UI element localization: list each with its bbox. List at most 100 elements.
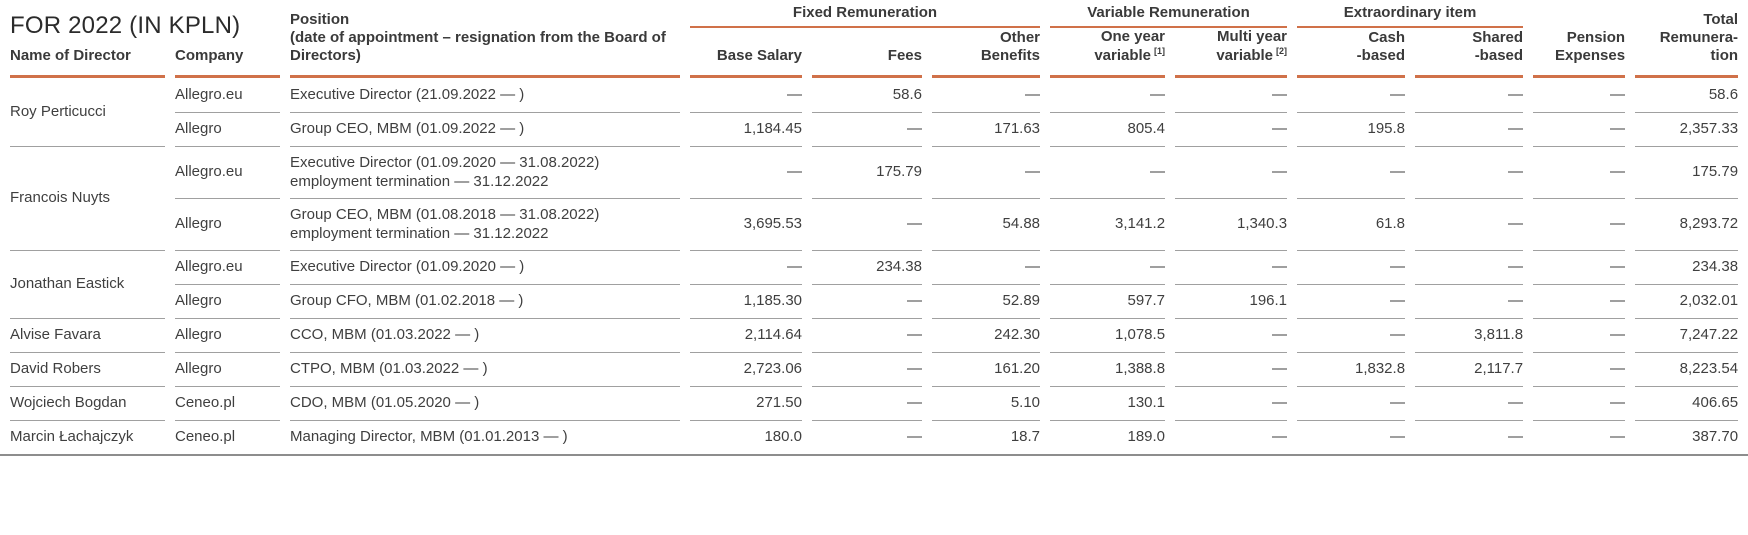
value-cell: — — [1297, 283, 1406, 318]
value-cell: 805.4 — [1050, 111, 1166, 146]
table-row: Alvise Favara Allegro CCO, MBM (01.03.2022… — [10, 317, 1739, 352]
value-cell: 189.0 — [1050, 419, 1166, 454]
value-cell: — — [812, 197, 922, 250]
value-cell: — — [1150, 85, 1166, 103]
value-cell: 5.10 — [932, 385, 1041, 420]
value-cell: 1,832.8 — [1297, 351, 1406, 386]
group-header-row: Name of Director Company Position (date … — [10, 0, 1739, 78]
footnote-ref-2: [2] — [1276, 46, 1288, 57]
position-cell: CTPO, MBM (01.03.2022 — ) — [290, 351, 680, 386]
value-cell: — — [1533, 249, 1626, 284]
director-name-cell: Francois Nuyts — [10, 145, 165, 250]
table-row: Allegro Group CEO, MBM (01.09.2022 — ) 1,1… — [10, 111, 1739, 146]
value-cell: — — [1415, 197, 1524, 250]
value-cell: 54.88 — [932, 197, 1041, 250]
value-cell: 1,078.5 — [1050, 317, 1166, 352]
value-cell: — — [690, 145, 802, 198]
column-header-pension-expenses: Pension Expenses — [1533, 0, 1626, 78]
position-cell: Executive Director (01.09.2020 — 31.08.2… — [290, 145, 680, 198]
value-cell: 1,185.30 — [690, 283, 802, 318]
value-cell: — — [812, 283, 922, 318]
column-header-fees: Fees — [812, 28, 922, 78]
value-cell: — — [1175, 145, 1288, 198]
table-row: Allegro Group CEO, MBM (01.08.2018 — 31.0… — [10, 197, 1739, 250]
value-cell: — — [1272, 85, 1288, 103]
value-cell: — — [787, 85, 802, 103]
table-row: Allegro Group CFO, MBM (01.02.2018 — ) 1,1… — [10, 283, 1739, 318]
value-cell: 58.6 — [1708, 85, 1739, 103]
column-header-label: Multi year variable — [1216, 28, 1288, 65]
value-cell: — — [1533, 283, 1626, 318]
value-cell: 234.38 — [812, 249, 922, 284]
value-cell: — — [1533, 317, 1626, 352]
column-header-label: One year variable — [1094, 28, 1166, 65]
value-cell: 387.70 — [1635, 419, 1739, 454]
value-cell: — — [1610, 85, 1626, 103]
value-cell: — — [1390, 85, 1406, 103]
position-cell: Managing Director, MBM (01.01.2013 — ) — [290, 419, 680, 454]
value-cell: — — [1533, 111, 1626, 146]
column-header-cash-based: Cash -based — [1297, 28, 1406, 78]
value-cell: 1,340.3 — [1175, 197, 1288, 250]
value-cell: — — [1175, 317, 1288, 352]
value-cell: 58.6 — [892, 85, 922, 103]
value-cell: 597.7 — [1050, 283, 1166, 318]
value-cell: — — [812, 419, 922, 454]
remuneration-table: Name of Director Company Position (date … — [10, 0, 1739, 454]
director-name-cell: Roy Perticucci — [10, 102, 106, 120]
column-header-name: Name of Director — [10, 0, 165, 78]
value-cell: — — [1025, 85, 1041, 103]
value-cell: 2,032.01 — [1635, 283, 1739, 318]
value-cell: — — [812, 351, 922, 386]
company-cell: Allegro — [175, 351, 280, 386]
value-cell: — — [1533, 351, 1626, 386]
value-cell: — — [1415, 111, 1524, 146]
value-cell: — — [1297, 385, 1406, 420]
column-header-one-year-variable: One year variable [1] — [1050, 28, 1166, 78]
group-header-variable-remuneration: Variable Remuneration — [1050, 0, 1288, 28]
value-cell: — — [1415, 145, 1524, 198]
value-cell: — — [1508, 85, 1524, 103]
value-cell: 2,357.33 — [1635, 111, 1739, 146]
value-cell: 175.79 — [1635, 145, 1739, 198]
value-cell: — — [1050, 145, 1166, 198]
value-cell: 2,114.64 — [690, 317, 802, 352]
company-cell: Ceneo.pl — [175, 419, 280, 454]
value-cell: — — [1533, 419, 1626, 454]
value-cell: — — [690, 249, 802, 284]
table-row: Wojciech Bogdan Ceneo.pl CDO, MBM (01.05.2… — [10, 385, 1739, 420]
column-header-shared-based: Shared -based — [1415, 28, 1524, 78]
value-cell: 18.7 — [932, 419, 1041, 454]
value-cell: — — [812, 111, 922, 146]
value-cell: 7,247.22 — [1635, 317, 1739, 352]
value-cell: 175.79 — [812, 145, 922, 198]
value-cell: 8,293.72 — [1635, 197, 1739, 250]
value-cell: 180.0 — [690, 419, 802, 454]
group-header-extraordinary-item: Extraordinary item — [1297, 0, 1524, 28]
value-cell: — — [812, 317, 922, 352]
column-header-position: Position (date of appointment – resignat… — [290, 0, 680, 78]
director-name-cell: Marcin Łachajczyk — [10, 419, 165, 454]
table-row: Francois Nuyts Allegro.eu Executive Direct… — [10, 145, 1739, 206]
position-cell: Executive Director (21.09.2022 — ) — [290, 85, 525, 103]
table-body: Roy Perticucci Allegro.eu Executive Direct… — [10, 78, 1739, 454]
value-cell: — — [1297, 249, 1406, 284]
value-cell: — — [932, 249, 1041, 284]
value-cell: 8,223.54 — [1635, 351, 1739, 386]
table-row: David Robers Allegro CTPO, MBM (01.03.2022… — [10, 351, 1739, 386]
value-cell: 195.8 — [1297, 111, 1406, 146]
value-cell: 2,117.7 — [1415, 351, 1524, 386]
director-name-cell: Wojciech Bogdan — [10, 385, 165, 420]
column-header-total-remuneration: Total Remunera- tion — [1635, 0, 1739, 78]
value-cell: — — [932, 145, 1041, 198]
column-header-multi-year-variable: Multi year variable [2] — [1175, 28, 1288, 78]
value-cell: 3,141.2 — [1050, 197, 1166, 250]
column-header-row: Base Salary Fees Other Benefits One year… — [10, 28, 1738, 78]
company-cell: Allegro.eu — [175, 145, 280, 198]
value-cell: — — [1533, 385, 1626, 420]
value-cell: — — [1415, 283, 1524, 318]
page-title: FOR 2022 (IN KPLN) — [10, 12, 241, 39]
table-row: Jonathan Eastick Allegro.eu Executive Dire… — [10, 249, 1739, 292]
column-header-other-benefits: Other Benefits — [932, 28, 1041, 78]
